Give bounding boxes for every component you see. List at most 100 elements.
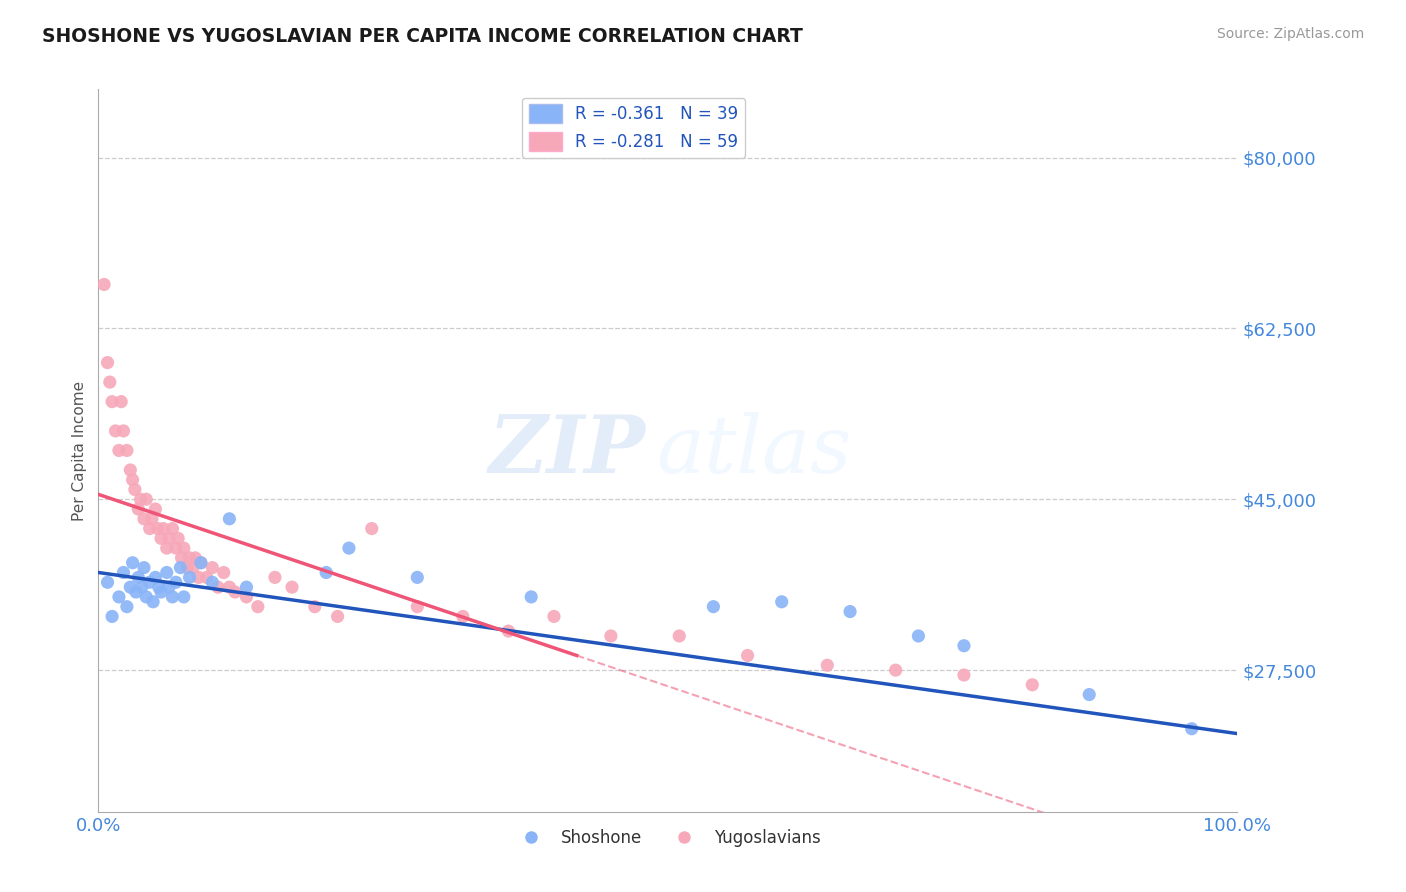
Point [156, 541, 179, 555]
Point [181, 560, 204, 574]
Point [406, 599, 429, 614]
Point [104, 424, 127, 438]
Point [142, 595, 165, 609]
Point [129, 492, 152, 507]
Point [190, 556, 212, 570]
Point [165, 541, 187, 555]
Point [315, 566, 337, 580]
Point [884, 663, 907, 677]
Point [132, 512, 155, 526]
Point [96, 355, 118, 369]
Point [406, 570, 429, 584]
Point [179, 570, 201, 584]
Point [498, 624, 520, 639]
Point [150, 585, 173, 599]
Point [138, 575, 160, 590]
Point [337, 541, 360, 555]
Point [148, 580, 170, 594]
Point [101, 609, 124, 624]
Point [120, 580, 142, 594]
Point [184, 550, 207, 565]
Point [815, 658, 838, 673]
Point [145, 570, 167, 584]
Point [246, 599, 269, 614]
Point [157, 580, 180, 594]
Point [179, 550, 201, 565]
Point [138, 522, 160, 536]
Point [176, 560, 198, 574]
Point [141, 512, 163, 526]
Point [600, 629, 623, 643]
Point [187, 570, 209, 584]
Point [146, 522, 169, 536]
Point [135, 590, 157, 604]
Point [173, 541, 195, 555]
Point [668, 629, 690, 643]
Point [201, 575, 224, 590]
Point [127, 502, 149, 516]
Point [115, 599, 138, 614]
Point [110, 394, 132, 409]
Point [157, 532, 180, 546]
Point [770, 595, 793, 609]
Point [152, 522, 174, 536]
Point [201, 560, 224, 574]
Point [520, 590, 543, 604]
Point [120, 463, 142, 477]
Point [190, 556, 212, 570]
Point [207, 580, 229, 594]
Point [150, 532, 173, 546]
Point [156, 566, 179, 580]
Point [125, 585, 148, 599]
Point [135, 492, 157, 507]
Point [1078, 688, 1101, 702]
Point [112, 566, 135, 580]
Point [839, 605, 862, 619]
Point [235, 580, 257, 594]
Point [127, 570, 149, 584]
Point [360, 522, 382, 536]
Text: ZIP: ZIP [488, 412, 645, 489]
Point [281, 580, 304, 594]
Point [98, 375, 121, 389]
Point [224, 585, 246, 599]
Point [101, 394, 124, 409]
Text: SHOSHONE VS YUGOSLAVIAN PER CAPITA INCOME CORRELATION CHART: SHOSHONE VS YUGOSLAVIAN PER CAPITA INCOM… [42, 27, 803, 45]
Point [167, 532, 190, 546]
Point [93, 277, 115, 292]
Point [170, 550, 193, 565]
Point [169, 560, 191, 574]
Point [326, 609, 349, 624]
Point [702, 599, 724, 614]
Point [212, 566, 235, 580]
Point [145, 502, 167, 516]
Point [121, 473, 143, 487]
Point [131, 580, 153, 594]
Point [195, 570, 218, 584]
Point [115, 443, 138, 458]
Point [173, 590, 195, 604]
Point [165, 575, 187, 590]
Text: atlas: atlas [657, 412, 852, 489]
Point [907, 629, 929, 643]
Point [737, 648, 759, 663]
Point [96, 575, 118, 590]
Legend: Shoshone, Yugoslavians: Shoshone, Yugoslavians [508, 822, 828, 854]
Text: Source: ZipAtlas.com: Source: ZipAtlas.com [1216, 27, 1364, 41]
Point [543, 609, 565, 624]
Point [132, 560, 155, 574]
Point [121, 556, 143, 570]
Point [112, 424, 135, 438]
Point [235, 590, 257, 604]
Point [108, 590, 131, 604]
Point [218, 512, 240, 526]
Point [451, 609, 474, 624]
Point [162, 522, 184, 536]
Point [124, 483, 146, 497]
Point [218, 580, 240, 594]
Y-axis label: Per Capita Income: Per Capita Income [72, 380, 87, 521]
Point [108, 443, 131, 458]
Point [162, 590, 184, 604]
Point [264, 570, 287, 584]
Point [953, 639, 976, 653]
